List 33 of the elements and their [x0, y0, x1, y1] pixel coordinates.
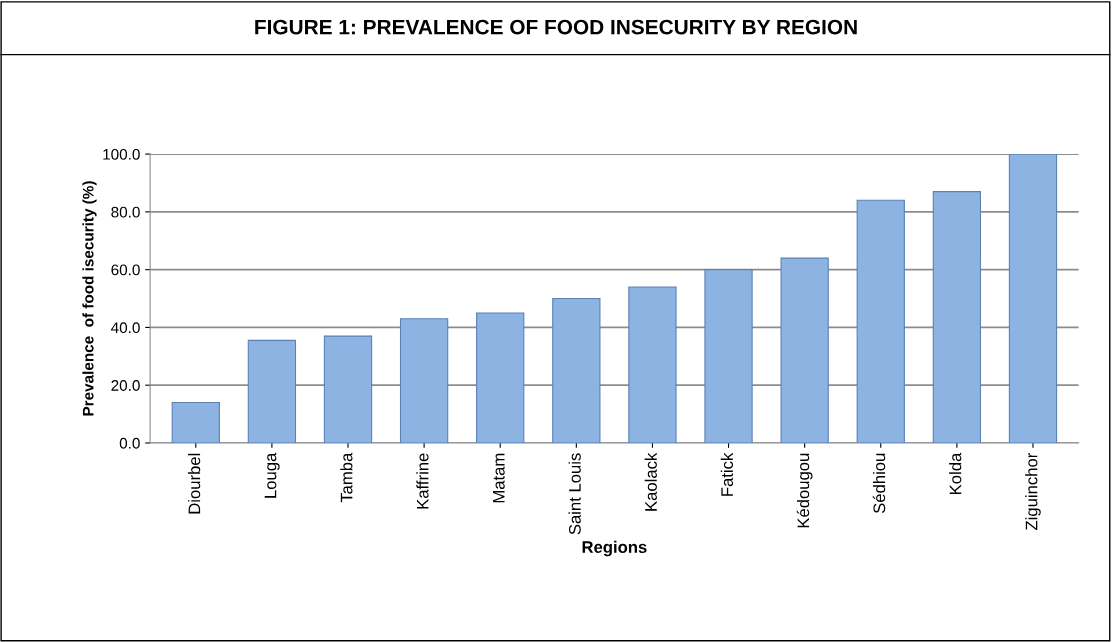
x-tick-label: Fatick [720, 452, 734, 496]
bar [932, 191, 982, 443]
x-tick-label: Kaffrine [416, 453, 429, 509]
x-tick-label: Louga [264, 452, 280, 498]
x-tick-label: Matam [493, 453, 505, 503]
y-tick-label: 100.0 [103, 148, 140, 160]
x-tick-label: Kédougou [796, 453, 813, 528]
bar [780, 257, 829, 443]
bar [247, 339, 297, 443]
bar [628, 286, 677, 443]
y-tick-label: 40.0 [111, 322, 140, 334]
bar [1008, 154, 1058, 443]
x-tick-label: Ziguinchor [1025, 452, 1041, 530]
bar [704, 269, 753, 443]
chart-title: FIGURE 1: PREVALENCE OF FOOD INSECURITY BY REGION [255, 19, 857, 35]
x-tick-label: Kaolack [644, 452, 657, 511]
x-axis-title: Regions [582, 540, 647, 557]
y-tick-label: 0.0 [119, 437, 140, 449]
x-tick-label: Saint Louis [568, 453, 581, 535]
bar [323, 335, 373, 443]
y-axis-title: Prevalence of food isecurity (%) [82, 181, 97, 416]
bar [856, 199, 905, 443]
bar [552, 297, 601, 443]
y-tick-label: 80.0 [111, 206, 140, 218]
y-tick-label: 20.0 [111, 380, 140, 391]
x-tick-label: Sédhiou [872, 453, 886, 514]
x-tick-label: Diourbel [188, 453, 201, 514]
bar [476, 312, 525, 443]
bar [399, 318, 449, 443]
x-tick-label: Kolda [949, 452, 962, 494]
x-tick-label: Tamba [340, 452, 353, 503]
bar [171, 401, 220, 443]
y-tick-label: 60.0 [111, 264, 140, 276]
